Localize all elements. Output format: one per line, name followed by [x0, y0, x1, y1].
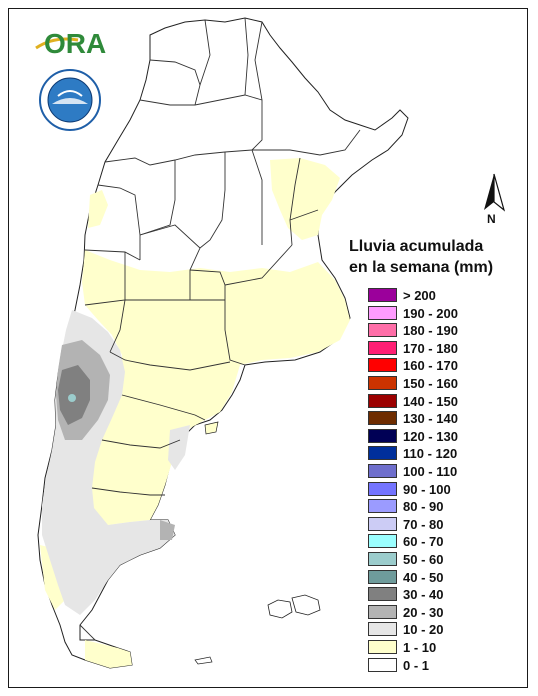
legend-swatch [368, 499, 397, 514]
legend-swatch [368, 376, 397, 390]
ora-logo [35, 37, 79, 50]
north-arrow-label: N [487, 212, 496, 226]
legend-swatch [368, 587, 397, 602]
legend-swatch [368, 358, 397, 373]
legend-swatch [368, 534, 397, 549]
legend-label: 160 - 170 [403, 358, 458, 374]
legend-swatch [368, 481, 397, 496]
rain-zone-10-20-east-coast [168, 425, 190, 470]
legend-swatch [368, 393, 397, 408]
rain-zone-20-30-south [160, 520, 175, 540]
legend-swatch [368, 622, 397, 637]
legend-title-line1: Lluvia acumulada [349, 238, 484, 255]
legend-item: 50 - 60 [368, 551, 518, 569]
legend-label: 170 - 180 [403, 340, 458, 356]
legend-label: 100 - 110 [403, 464, 458, 479]
rain-zone-1-10-central [82, 250, 350, 525]
legend-label: 90 - 100 [403, 481, 451, 497]
legend-swatch [368, 640, 397, 654]
legend-swatch [368, 464, 397, 478]
legend-item: 10 - 20 [368, 621, 518, 639]
legend-label: 130 - 140 [403, 411, 458, 427]
legend-label: 140 - 150 [403, 393, 458, 409]
legend-item: 190 - 200 [368, 305, 518, 323]
legend-label: 10 - 20 [403, 622, 444, 638]
legend-item: 110 - 120 [368, 445, 518, 463]
peninsula-valdes [204, 421, 219, 435]
legend-label: 190 - 200 [403, 305, 458, 321]
legend-swatch [368, 446, 397, 461]
legend-item: 30 - 40 [368, 586, 518, 604]
rain-zone-1-10-north-east [270, 158, 340, 240]
malvinas-islands [267, 594, 321, 619]
legend-item: 160 - 170 [368, 357, 518, 375]
legend-swatch [368, 516, 397, 531]
rain-zone-1-10-cuyo [88, 190, 108, 228]
legend-swatch [368, 305, 397, 320]
legend-item: 180 - 190 [368, 322, 518, 340]
province-borders [79, 17, 361, 641]
legend-label: 1 - 10 [403, 640, 437, 655]
legend-item: 0 - 1 [368, 657, 518, 675]
rain-zone-60-70 [68, 394, 76, 402]
legend-item: 60 - 70 [368, 533, 518, 551]
legend-item: 70 - 80 [368, 516, 518, 534]
legend-label: 150 - 160 [403, 376, 458, 391]
rain-zone-1-10-tierra [85, 640, 132, 668]
legend-swatch [368, 340, 397, 355]
smn-seal-logo [39, 69, 101, 131]
legend-item: 1 - 10 [368, 639, 518, 657]
legend-swatch [368, 323, 397, 338]
legend-item: 150 - 160 [368, 375, 518, 393]
legend-swatch [368, 411, 397, 426]
legend-item: > 200 [368, 287, 518, 305]
legend-swatch [368, 552, 397, 566]
legend-title-line2: en la semana (mm) [349, 259, 494, 276]
legend-label: 30 - 40 [403, 587, 444, 603]
legend-label: 80 - 90 [403, 499, 444, 515]
legend-item: 170 - 180 [368, 340, 518, 358]
legend-label: 110 - 120 [403, 446, 458, 462]
north-arrow-icon [484, 173, 506, 212]
legend-item: 20 - 30 [368, 604, 518, 622]
legend-swatch [368, 569, 397, 584]
legend-label: 20 - 30 [403, 604, 444, 620]
ora-logo-text: ORA [44, 28, 107, 59]
legend-item: 40 - 50 [368, 569, 518, 587]
isla-de-los-estados [194, 656, 213, 665]
legend-swatch [368, 657, 397, 672]
legend-item: 100 - 110 [368, 463, 518, 481]
legend-label: 50 - 60 [403, 552, 444, 567]
legend-label: > 200 [403, 288, 436, 303]
legend-item: 80 - 90 [368, 498, 518, 516]
legend-item: 130 - 140 [368, 410, 518, 428]
legend-item: 90 - 100 [368, 481, 518, 499]
legend-label: 70 - 80 [403, 516, 444, 532]
legend-label: 60 - 70 [403, 534, 444, 550]
legend-label: 180 - 190 [403, 323, 458, 339]
legend-label: 0 - 1 [403, 657, 430, 673]
legend-item: 140 - 150 [368, 393, 518, 411]
legend-swatch [368, 428, 397, 443]
legend-label: 40 - 50 [403, 569, 444, 585]
legend-swatch [368, 288, 397, 302]
legend-label: 120 - 130 [403, 428, 458, 444]
legend-swatch [368, 604, 397, 619]
legend-item: 120 - 130 [368, 428, 518, 446]
